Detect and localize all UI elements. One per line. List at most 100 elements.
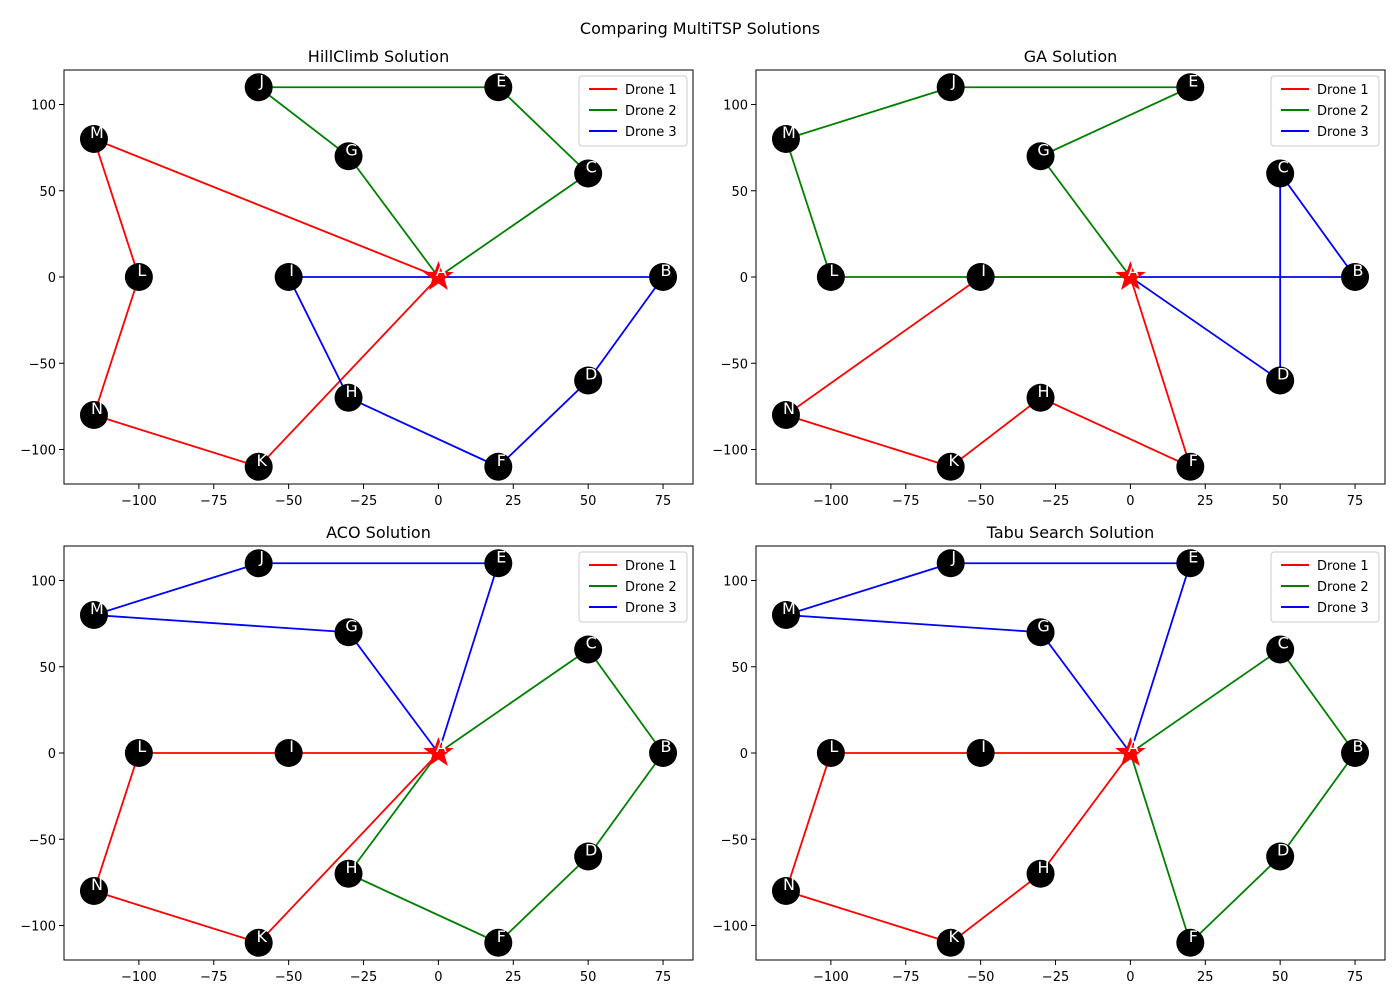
x-tick-label: 0 — [434, 970, 442, 985]
node-label: E — [496, 547, 506, 566]
node-label: J — [950, 71, 956, 90]
y-tick-label: −50 — [29, 833, 56, 848]
legend-label: Drone 1 — [1317, 559, 1369, 574]
legend-label: Drone 3 — [625, 601, 677, 616]
node-label: N — [91, 875, 103, 894]
y-tick-label: 50 — [39, 185, 56, 200]
node-marker — [244, 73, 273, 102]
node-marker — [244, 452, 273, 481]
y-tick-label: 100 — [31, 99, 56, 114]
x-tick-label: −50 — [967, 494, 994, 509]
node-marker — [574, 159, 603, 188]
node-label: E — [496, 71, 506, 90]
node-label: H — [1038, 858, 1050, 877]
node-marker — [1266, 635, 1295, 664]
node-marker — [816, 263, 845, 291]
node-marker — [484, 73, 513, 102]
node-marker — [334, 142, 363, 171]
y-tick-label: 0 — [740, 747, 748, 762]
legend-box — [578, 551, 688, 623]
x-tick-label: −75 — [892, 970, 919, 985]
depot-star-marker — [423, 737, 454, 766]
node-marker — [79, 601, 108, 629]
y-tick-label: −100 — [712, 444, 748, 459]
node-label: F — [497, 927, 506, 946]
x-tick-label: −100 — [813, 970, 849, 985]
node-label: B — [1353, 261, 1364, 280]
node-label: D — [1277, 841, 1289, 860]
node-label: K — [948, 927, 959, 946]
node-marker — [244, 928, 273, 957]
legend-box — [1270, 75, 1380, 147]
x-tick-label: −25 — [350, 494, 377, 509]
node-label: I — [981, 261, 986, 280]
node-label: F — [497, 451, 506, 470]
node-marker — [1176, 549, 1205, 578]
x-tick-label: −50 — [967, 970, 994, 985]
node-marker — [771, 125, 800, 153]
route-drone-2 — [347, 648, 665, 944]
y-tick-label: 50 — [731, 185, 748, 200]
node-marker — [79, 877, 108, 905]
route-drone-1 — [784, 752, 1132, 944]
node-label: M — [782, 599, 796, 618]
x-tick-label: 75 — [1347, 970, 1364, 985]
node-marker — [244, 549, 273, 578]
node-label: C — [586, 158, 597, 177]
subplot-title: HillClimb Solution — [308, 47, 449, 66]
legend-box — [1270, 551, 1380, 623]
x-tick-label: −75 — [200, 970, 227, 985]
node-label: J — [258, 71, 264, 90]
route-drone-3 — [785, 562, 1192, 754]
node-label: A — [1128, 261, 1139, 280]
node-marker — [936, 928, 965, 957]
y-tick-label: 100 — [31, 575, 56, 590]
x-tick-label: 25 — [1197, 494, 1214, 509]
subplot-title: Tabu Search Solution — [986, 523, 1155, 542]
x-tick-label: −50 — [275, 970, 302, 985]
node-label: A — [436, 737, 447, 756]
legend-label: Drone 1 — [625, 559, 677, 574]
route-drone-1 — [92, 752, 440, 944]
subplot-4: Tabu Search Solution −100 −75 −50 −25 0 25 50 75… — [712, 523, 1386, 985]
node-label: G — [1037, 616, 1049, 635]
node-marker — [484, 928, 513, 957]
y-tick-label: −50 — [29, 357, 56, 372]
node-marker — [649, 739, 678, 767]
node-marker — [1176, 73, 1205, 102]
y-tick-label: 100 — [723, 99, 748, 114]
y-tick-label: −100 — [20, 444, 56, 459]
legend-label: Drone 3 — [1317, 125, 1369, 140]
node-label: I — [289, 261, 294, 280]
y-tick-label: −100 — [20, 920, 56, 935]
node-label: A — [436, 261, 447, 280]
node-label: L — [829, 261, 838, 280]
node-marker — [649, 263, 678, 291]
node-marker — [484, 549, 513, 578]
node-label: D — [1277, 365, 1289, 384]
x-tick-label: −25 — [350, 970, 377, 985]
node-marker — [1026, 618, 1055, 647]
node-label: B — [661, 737, 672, 756]
y-tick-label: 0 — [740, 271, 748, 286]
legend-box — [578, 75, 688, 147]
x-tick-label: 50 — [580, 494, 597, 509]
node-marker — [334, 859, 363, 888]
node-marker — [936, 452, 965, 481]
legend-label: Drone 1 — [625, 83, 677, 98]
legend-label: Drone 2 — [625, 104, 677, 119]
node-label: H — [346, 858, 358, 877]
node-marker — [574, 842, 603, 871]
node-marker — [936, 73, 965, 102]
node-label: G — [345, 140, 357, 159]
node-marker — [816, 739, 845, 767]
node-label: H — [346, 382, 358, 401]
node-marker — [334, 618, 363, 647]
y-tick-label: 0 — [48, 747, 56, 762]
node-label: B — [661, 261, 672, 280]
x-tick-label: 25 — [505, 970, 522, 985]
node-marker — [966, 263, 995, 291]
node-marker — [1341, 263, 1370, 291]
node-label: C — [1278, 634, 1289, 653]
